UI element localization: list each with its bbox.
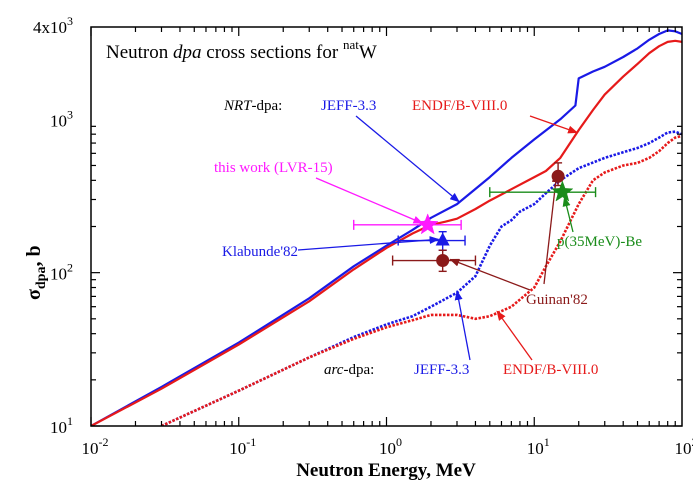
series-layer xyxy=(91,29,682,426)
series-line-nrt-endf xyxy=(91,39,682,426)
data-point-p35-be xyxy=(489,180,597,202)
y-tick-label: 103 xyxy=(50,107,73,130)
x-axis-label: Neutron Energy, MeV xyxy=(296,460,476,481)
data-point-this-work xyxy=(353,213,462,235)
x-tick-label: 10-1 xyxy=(229,435,256,458)
arrow-jeff-nrt xyxy=(355,115,460,203)
series-line-nrt-jeff xyxy=(91,29,682,426)
arrow-p35 xyxy=(562,196,574,233)
y-tick-label: 102 xyxy=(50,261,73,284)
arrow-endf-nrt xyxy=(529,115,579,134)
endf-arc-label: ENDF/B-VIII.0 xyxy=(503,362,598,378)
y-axis-label: σdpa, b xyxy=(23,245,49,300)
nrt-dpa-label: NRT-dpa: xyxy=(223,98,282,114)
y-tick-label: 101 xyxy=(50,414,73,437)
arrow-guinan-low xyxy=(449,258,531,291)
klabunde-label: Klabunde'82 xyxy=(222,244,298,260)
x-tick-label: 101 xyxy=(527,435,550,458)
jeff-nrt-label: JEFF-3.3 xyxy=(321,98,376,114)
guinan-label: Guinan'82 xyxy=(526,292,588,308)
series-line-arc-endf xyxy=(160,134,682,426)
x-tick-label: 100 xyxy=(379,435,402,458)
annotation-arrows xyxy=(297,115,579,361)
series-line-arc-jeff xyxy=(160,130,682,426)
arrow-endf-arc xyxy=(496,310,533,361)
data-point-klabunde xyxy=(397,230,466,251)
data-points-layer xyxy=(353,162,597,273)
this-work-label: this work (LVR-15) xyxy=(214,160,333,176)
arc-dpa-label: arc-dpa: xyxy=(324,362,374,378)
p35-be-label: p(35MeV)-Be xyxy=(557,234,642,250)
axis-ticks: 10-2 10-1 100 101 102 101 102 103 4x103 xyxy=(33,14,693,458)
endf-nrt-label: ENDF/B-VIII.0 xyxy=(412,98,507,114)
x-tick-label: 10-2 xyxy=(82,435,109,458)
arrow-this-work xyxy=(315,177,424,224)
chart-title: Neutron dpa cross sections for natW xyxy=(106,37,377,63)
data-point-guinan-low xyxy=(391,249,477,273)
y-tick-label: 4x103 xyxy=(33,14,73,37)
jeff-arc-label: JEFF-3.3 xyxy=(414,362,469,378)
x-tick-label: 102 xyxy=(675,435,693,458)
data-point-guinan-high xyxy=(551,162,565,187)
arrow-jeff-arc xyxy=(454,289,471,361)
